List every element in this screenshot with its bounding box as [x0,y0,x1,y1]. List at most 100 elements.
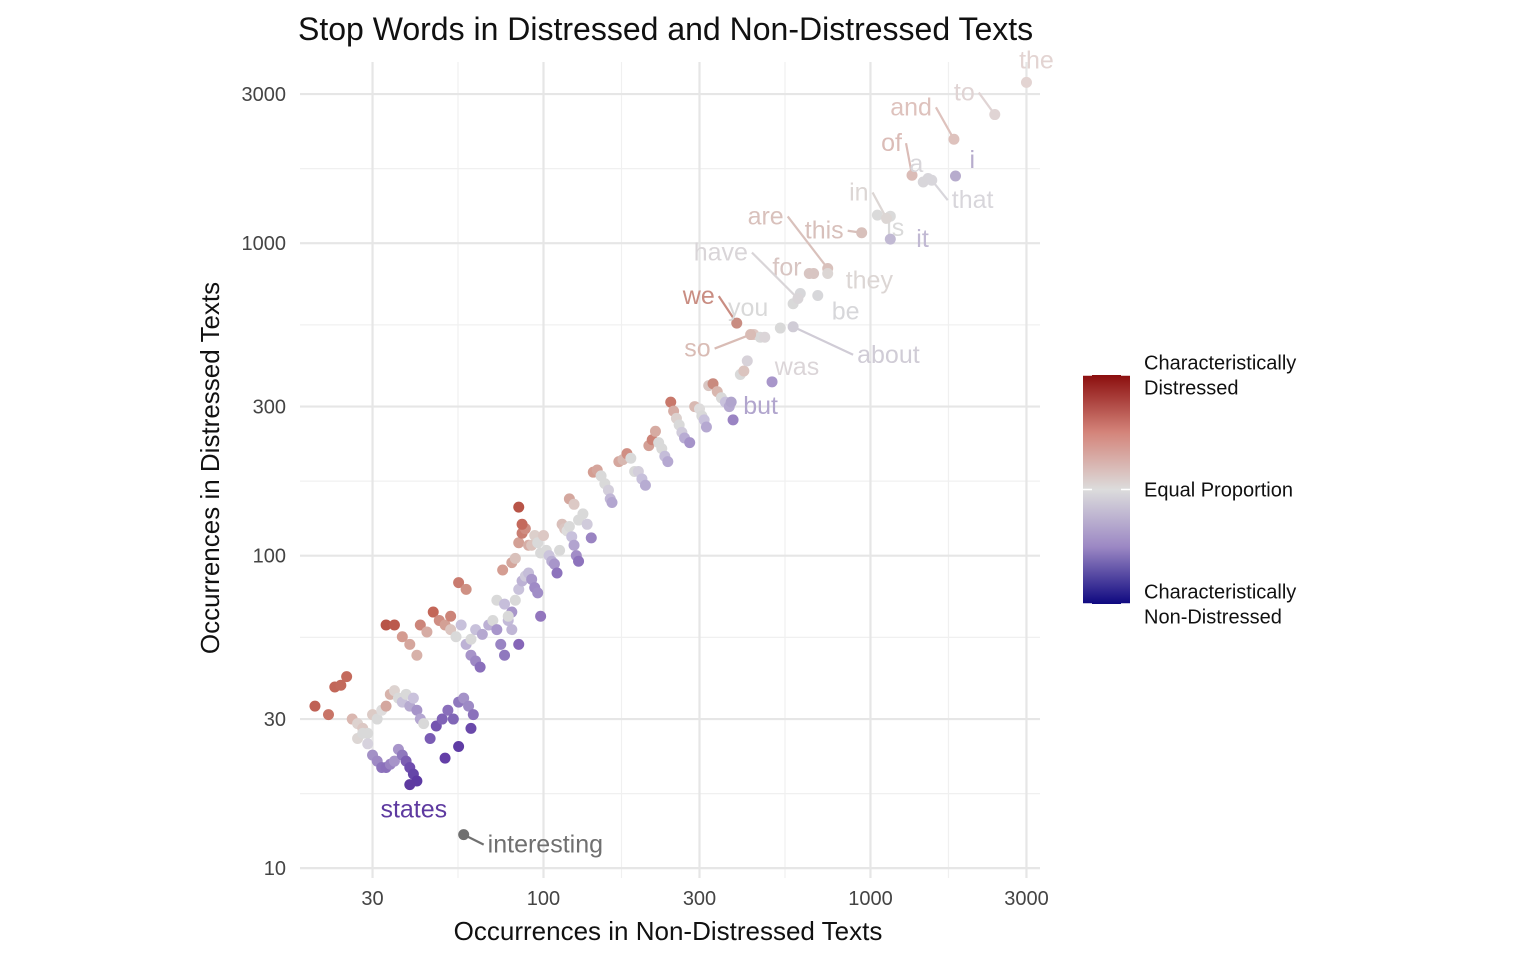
data-point [322,709,334,721]
data-point [309,700,321,712]
x-tick-label: 30 [361,888,383,910]
labeled-point [731,317,743,329]
data-point [665,396,677,408]
y-tick-label: 100 [253,546,286,568]
y-axis-title: Occurrences in Distressed Texts [195,282,225,654]
data-point [871,209,883,221]
data-point [455,619,467,631]
word-label: the [1019,46,1054,74]
x-tick-label: 300 [683,888,716,910]
x-tick-label: 1000 [848,888,893,910]
y-tick-label: 300 [253,397,286,419]
data-point [513,638,525,650]
labeled-point [404,779,416,791]
data-point [639,479,651,491]
data-point [581,518,593,530]
y-tick-label: 30 [264,709,286,731]
word-label: in [849,178,868,206]
labeled-point [926,174,938,186]
data-point [573,555,585,567]
labeled-point [949,170,961,182]
x-axis-title: Occurrences in Non-Distressed Texts [454,916,883,946]
data-point [371,713,383,725]
data-point [467,709,479,721]
data-point [427,606,439,618]
data-point [509,594,521,606]
word-label: have [694,239,748,267]
data-point [554,544,566,556]
labeled-point [822,267,834,279]
data-point [487,615,499,627]
word-label: so [684,335,710,363]
data-point [741,355,753,367]
labeled-point [906,169,918,181]
labeled-point [1020,76,1032,88]
data-point [532,587,544,599]
data-point [537,530,549,542]
data-point [766,376,778,388]
labeled-point [989,109,1001,121]
data-point [414,619,426,631]
legend-label: Equal Proportion [1144,480,1293,502]
data-point [421,626,433,638]
data-point [602,484,614,496]
y-tick-label: 3000 [242,84,287,106]
data-point [513,583,525,595]
data-point [738,365,750,377]
data-point [450,631,462,643]
word-label: states [380,796,447,824]
data-point [418,718,430,730]
word-label: that [952,186,994,214]
labeled-point [808,267,820,279]
labeled-point [725,396,737,408]
labeled-point [787,321,799,333]
x-tick-label: 100 [527,888,560,910]
legend-label: Distressed [1144,378,1238,400]
word-label: they [846,266,894,294]
y-tick-label: 1000 [242,233,287,255]
data-point [513,537,525,549]
data-point [411,649,423,661]
word-label: i [969,146,975,174]
points-layer [309,173,934,787]
data-point [568,539,580,551]
data-point [465,633,477,645]
word-label: and [890,93,932,121]
labeled-point [792,293,804,305]
word-label: interesting [488,831,603,859]
labeled-point [774,322,786,334]
data-point [606,496,618,508]
data-point [577,508,589,520]
data-point [499,649,511,661]
legend-label: Non-Distressed [1144,607,1282,629]
word-label: you [728,294,768,322]
word-label: it [916,225,929,253]
chart-title: Stop Words in Distressed and Non-Distres… [298,11,1033,47]
label-leader-line [786,215,829,270]
labeled-point [856,227,868,239]
data-point [357,727,369,739]
word-label: we [682,282,715,310]
labeled-point [759,331,771,343]
data-point [491,624,503,636]
data-point [447,713,459,725]
labeled-point [812,290,824,302]
data-point [335,679,347,691]
x-tick-label: 3000 [1004,888,1049,910]
data-point [380,700,392,712]
labeled-point [458,829,470,841]
word-label: a [909,150,923,178]
data-point [551,567,563,579]
data-point [388,755,400,767]
legend-label: Characteristically [1144,582,1296,604]
data-point [563,520,575,532]
data-point [526,573,538,585]
data-point [424,732,436,744]
data-point [499,598,511,610]
word-label: to [954,79,975,107]
data-point [513,501,525,513]
data-point [436,713,448,725]
data-point [439,752,451,764]
